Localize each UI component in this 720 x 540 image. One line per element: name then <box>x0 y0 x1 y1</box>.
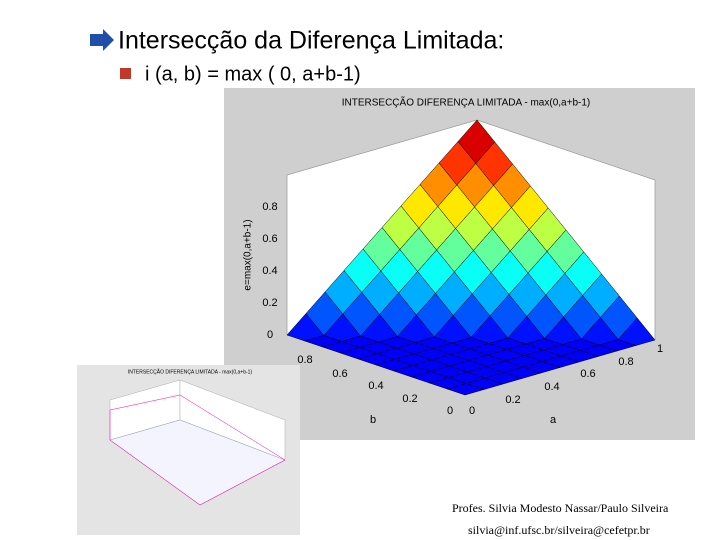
z-tick-label: 0.4 <box>262 265 277 277</box>
a-tick-label: 1 <box>657 343 663 355</box>
b-tick-label: 0 <box>447 405 453 417</box>
b-tick-label: 0.2 <box>402 393 417 405</box>
arrow-bullet <box>90 29 114 51</box>
thumbnail-surface-edge <box>109 394 286 506</box>
b-axis-label: b <box>370 414 376 426</box>
z-tick-label: 0.2 <box>262 297 277 309</box>
z-axis-label: e=max(0,a+b-1) <box>243 219 254 290</box>
surface <box>286 119 656 396</box>
square-bullet <box>120 68 131 79</box>
plot-title: INTERSECÇÃO DIFERENÇA LIMITADA - max(0,a… <box>342 96 590 109</box>
a-tick-label: 0.4 <box>544 381 559 393</box>
z-tick-label: 0 <box>267 329 273 341</box>
a-tick-label: 0.2 <box>505 394 520 406</box>
thumbnail: INTERSECÇÃO DIFERENÇA LIMITADA - max(0,a… <box>77 365 300 535</box>
surface-cell <box>446 383 485 396</box>
a-tick-label: 0 <box>469 405 475 417</box>
a-axis-label: a <box>550 414 557 426</box>
heading: Intersecção da Diferença Limitada: <box>118 27 504 55</box>
a-tick-label: 0.6 <box>580 368 595 380</box>
bullet-text: i (a, b) = max ( 0, a+b-1) <box>145 63 361 85</box>
a-tick-label: 0.8 <box>618 356 633 368</box>
surface-plot: INTERSECÇÃO DIFERENÇA LIMITADA - max(0,a… <box>224 88 695 440</box>
b-tick-label: 0.4 <box>368 380 383 392</box>
b-tick-label: 0.6 <box>332 368 347 380</box>
z-tick-label: 0.6 <box>262 233 277 245</box>
thumbnail-title: INTERSECÇÃO DIFERENÇA LIMITADA - max(0,a… <box>128 368 253 375</box>
z-tick-label: 0.8 <box>262 201 277 213</box>
footer-authors: Profes. Silvia Modesto Nassar/Paulo Silv… <box>452 501 669 515</box>
b-tick-label: 0.8 <box>297 354 312 366</box>
footer-emails: silvia@inf.ufsc.br/silveira@cefetpr.br <box>468 523 650 537</box>
